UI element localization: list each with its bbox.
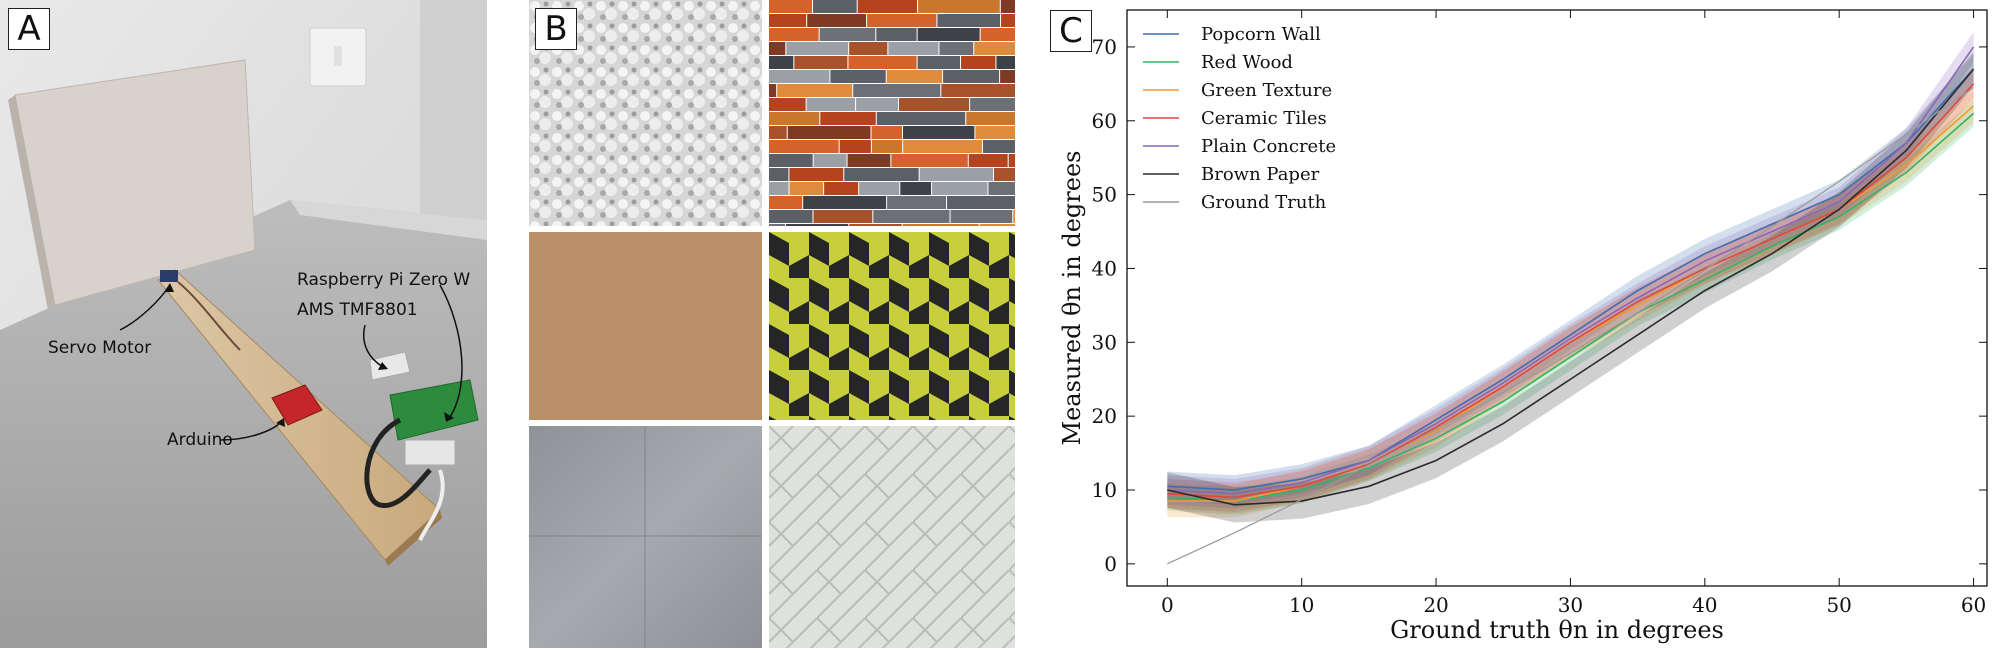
y-tick-label: 10	[1092, 478, 1117, 502]
tile-red-wood	[769, 0, 1015, 226]
confidence-band	[1167, 32, 1974, 509]
x-tick-label: 10	[1289, 593, 1314, 617]
legend-entry: Green Texture	[1201, 80, 1332, 101]
panel-c-chart: 0 10 20 30 40 50 60 0 10 20 30 40 50 60 70 Ground trut…	[1040, 0, 2016, 648]
panel-a-photo: A Servo Motor Raspberry Pi Zero W AMS TM…	[0, 0, 487, 648]
tile-brown-paper	[529, 232, 762, 420]
series-line	[1167, 68, 1975, 491]
tile-ceramic-tiles	[769, 426, 1015, 648]
x-tick-label: 40	[1692, 593, 1717, 617]
legend: Popcorn Wall Red Wood Green Texture Ceramic…	[1143, 24, 1336, 213]
y-tick-label: 30	[1092, 330, 1117, 354]
y-tick-label: 40	[1092, 256, 1117, 280]
series-line	[1167, 87, 1974, 565]
sensor-annotation: AMS TMF8801	[297, 300, 418, 320]
series-line	[1167, 46, 1975, 495]
tile-green-texture	[769, 232, 1015, 420]
legend-entry: Red Wood	[1201, 52, 1293, 73]
legend-entry: Brown Paper	[1201, 164, 1320, 185]
panel-a-label: A	[8, 8, 50, 50]
servo-motor-annotation: Servo Motor	[48, 338, 152, 358]
y-tick-label: 0	[1104, 552, 1117, 576]
plot-frame	[1126, 9, 1988, 587]
panel-b-label: B	[535, 8, 577, 50]
series-lines	[1167, 46, 1975, 565]
x-tick-label: 50	[1826, 593, 1851, 617]
y-tick-label: 60	[1092, 109, 1117, 133]
series-line	[1167, 68, 1975, 506]
x-tick-label: 60	[1961, 593, 1986, 617]
series-line	[1167, 112, 1975, 502]
y-tick-label: 70	[1092, 35, 1117, 59]
y-tick-label: 20	[1092, 404, 1117, 428]
x-axis-label: Ground truth θn in degrees	[1390, 616, 1724, 644]
confidence-bands	[1167, 32, 1974, 523]
confidence-band	[1167, 100, 1974, 515]
x-tick-label: 0	[1161, 593, 1174, 617]
y-axis-label: Measured θn in degrees	[1058, 151, 1086, 446]
y-tick-label: 50	[1092, 183, 1117, 207]
chart-svg: 0 10 20 30 40 50 60 0 10 20 30 40 50 60 70 Ground trut…	[1058, 9, 1988, 644]
legend-entry: Ceramic Tiles	[1201, 108, 1327, 129]
legend-entry: Ground Truth	[1201, 192, 1327, 213]
tile-plain-concrete	[529, 426, 762, 648]
pi-annotation: Raspberry Pi Zero W	[297, 270, 471, 290]
legend-entry: Plain Concrete	[1201, 136, 1336, 157]
x-tick-label: 20	[1423, 593, 1448, 617]
axis-ticks: 0 10 20 30 40 50 60 0 10 20 30 40 50 60 70	[1092, 10, 1987, 617]
panel-b-texture-grid: B	[529, 0, 1015, 648]
x-tick-label: 30	[1558, 593, 1583, 617]
setup-photo	[0, 0, 487, 648]
arduino-annotation: Arduino	[167, 430, 233, 450]
legend-entry: Popcorn Wall	[1201, 24, 1321, 45]
panel-c-label: C	[1050, 10, 1092, 52]
